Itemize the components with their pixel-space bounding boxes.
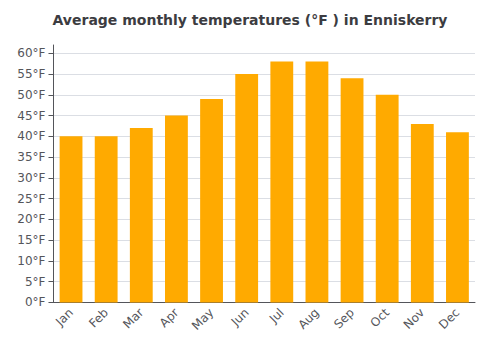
svg-text:40°F: 40°F [17,129,45,143]
svg-text:30°F: 30°F [17,171,45,185]
svg-text:Sep: Sep [331,306,357,332]
svg-text:Mar: Mar [120,305,146,331]
svg-text:Average monthly temperatures (: Average monthly temperatures (°F ) in En… [53,12,448,28]
svg-text:5°F: 5°F [25,275,46,289]
svg-text:45°F: 45°F [17,109,45,123]
svg-text:20°F: 20°F [17,212,45,226]
svg-text:10°F: 10°F [17,254,45,268]
svg-text:50°F: 50°F [17,88,45,102]
svg-text:May: May [189,306,216,333]
svg-text:25°F: 25°F [17,192,45,206]
svg-text:Jun: Jun [228,306,252,330]
svg-text:Dec: Dec [436,306,462,332]
svg-text:Oct: Oct [368,305,393,330]
svg-text:Jul: Jul [266,306,287,327]
svg-text:Nov: Nov [401,306,427,332]
svg-text:35°F: 35°F [17,150,45,164]
svg-text:Feb: Feb [86,306,111,331]
svg-text:Apr: Apr [157,305,182,330]
svg-text:15°F: 15°F [17,233,45,247]
svg-text:55°F: 55°F [17,67,45,81]
svg-text:Jan: Jan [52,306,76,330]
svg-text:Aug: Aug [295,306,321,332]
svg-text:0°F: 0°F [25,295,46,309]
svg-text:60°F: 60°F [17,46,45,60]
